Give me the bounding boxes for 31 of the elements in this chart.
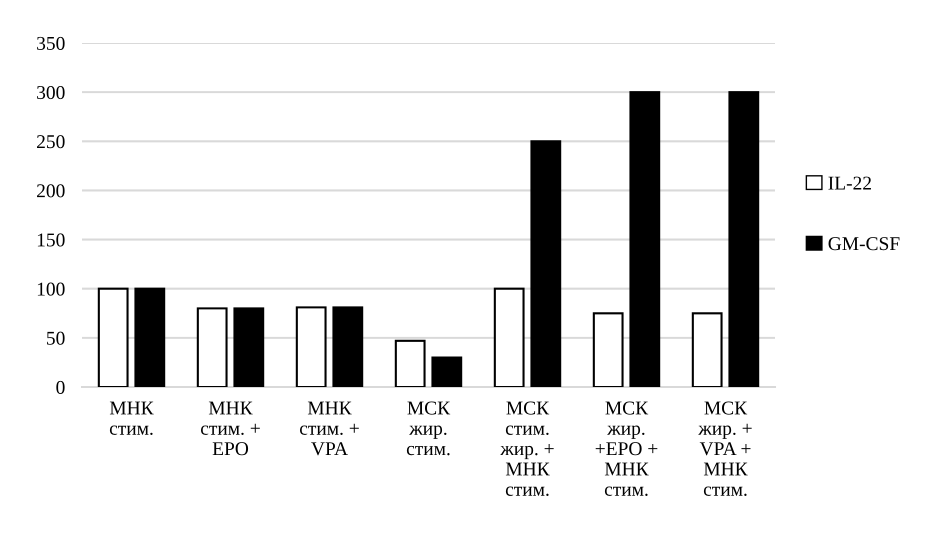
bar [728, 91, 760, 387]
x-tick-label: МНК стим. [110, 402, 154, 435]
bar [233, 307, 264, 387]
legend-label: IL-22 [828, 176, 871, 190]
bar [394, 340, 426, 387]
bar [134, 288, 166, 387]
x-tick-label: МСК жир. +EPO + МНК стим. [596, 402, 658, 496]
bar [692, 312, 723, 387]
x-tick-label: МНК стим. + VPA [300, 402, 359, 456]
x-tick-label: МСК жир. стим. [406, 402, 450, 456]
bar [530, 140, 562, 387]
x-tick-label: МНК стим. + EPO [200, 402, 260, 456]
y-tick-label: 100 [38, 282, 65, 296]
bar [431, 356, 462, 387]
y-tick-label: 300 [37, 86, 65, 100]
bar [196, 307, 228, 387]
legend-label: GM-CSF [828, 237, 900, 250]
bar [98, 288, 129, 387]
y-tick-label: 50 [47, 332, 65, 345]
y-tick-label: 0 [56, 380, 65, 394]
y-tick-label: 200 [37, 184, 65, 198]
bar [296, 306, 327, 387]
y-tick-label: 250 [37, 135, 65, 148]
x-tick-label: МСК жир. + VPA + МНК стим. [698, 402, 752, 496]
bar [592, 312, 624, 387]
x-tick-label: МСК стим. жир. + МНК стим. [500, 402, 554, 496]
bar [494, 288, 525, 387]
y-tick-label: 150 [38, 233, 65, 247]
y-tick-label: 350 [37, 36, 65, 50]
bar [629, 91, 660, 387]
bar [332, 306, 364, 387]
